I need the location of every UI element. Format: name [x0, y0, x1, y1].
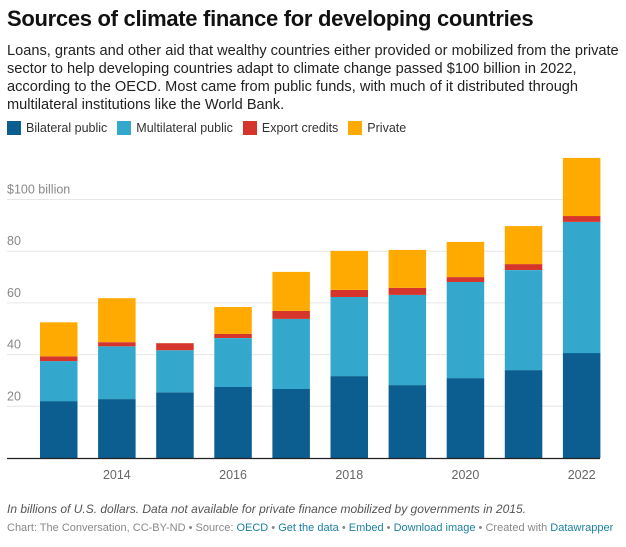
bar-segment-bilateral-public-2022[interactable]: [562, 353, 601, 458]
legend-swatch-private: [348, 121, 363, 135]
y-tick-label: $100 billion: [7, 183, 70, 197]
get-data-link[interactable]: Get the data: [278, 522, 339, 534]
bar-segment-export-credits-2021[interactable]: [504, 264, 543, 270]
bar-segment-bilateral-public-2015[interactable]: [156, 392, 194, 458]
bar-segment-private-2017[interactable]: [272, 271, 310, 311]
separator: •: [268, 522, 279, 534]
stacked-bar-chart: 20 40 60 80 $100 billion 2014 2016 2018 2020 202…: [7, 157, 601, 482]
bar-segment-export-credits-2016[interactable]: [214, 333, 252, 338]
bar-segment-bilateral-public-2020[interactable]: [446, 378, 485, 458]
bar-segment-export-credits-2015[interactable]: [156, 343, 194, 351]
legend-item-bilateral: Bilateral public: [7, 121, 107, 135]
legend-item-multilateral: Multilateral public: [117, 121, 233, 135]
bar-segment-multilateral-public-2016[interactable]: [214, 338, 252, 387]
bar-segment-export-credits-2017[interactable]: [272, 310, 310, 319]
y-tick-label: 40: [7, 338, 21, 352]
bar-segment-private-2022[interactable]: [562, 157, 601, 217]
y-tick-label: 20: [7, 389, 21, 403]
chart-description: Loans, grants and other aid that wealthy…: [7, 43, 619, 113]
y-tick-label: 60: [7, 286, 21, 300]
bar-segment-multilateral-public-2015[interactable]: [156, 350, 194, 393]
legend-item-export: Export credits: [242, 121, 339, 135]
bar-segment-multilateral-public-2018[interactable]: [330, 297, 369, 377]
x-tick-label: 2020: [452, 468, 480, 482]
bar-segment-bilateral-public-2018[interactable]: [330, 376, 369, 458]
x-tick-label: 2018: [335, 468, 363, 482]
legend-label: Private: [367, 121, 407, 135]
legend-item-private: Private: [348, 121, 406, 135]
bar-segment-multilateral-public-2020[interactable]: [446, 282, 485, 379]
bar-segment-private-2013[interactable]: [40, 322, 78, 357]
bar-segment-multilateral-public-2017[interactable]: [272, 318, 310, 389]
bar-segment-bilateral-public-2016[interactable]: [214, 386, 252, 458]
separator: •: [383, 522, 394, 534]
bar-segment-export-credits-2018[interactable]: [330, 290, 369, 297]
embed-link[interactable]: Embed: [348, 522, 384, 534]
source-link[interactable]: OECD: [236, 522, 269, 534]
bar-segment-export-credits-2022[interactable]: [562, 216, 601, 222]
x-tick-label: 2022: [568, 468, 596, 482]
bar-segment-multilateral-public-2013[interactable]: [40, 361, 78, 402]
legend: Bilateral public Multilateral public Exp…: [7, 121, 416, 135]
created-with-text: Created with: [485, 522, 548, 534]
legend-swatch-export: [242, 121, 257, 135]
bar-segment-private-2019[interactable]: [388, 249, 427, 288]
bar-segment-multilateral-public-2022[interactable]: [562, 222, 601, 354]
bar-segment-private-2014[interactable]: [98, 298, 136, 343]
bar-segment-bilateral-public-2013[interactable]: [40, 401, 78, 458]
x-tick-label: 2016: [219, 468, 247, 482]
x-axis-labels: 2014 2016 2018 2020 2022: [103, 468, 596, 482]
chart-footer: Chart: The Conversation, CC-BY-ND • Sour…: [7, 522, 613, 534]
legend-label: Bilateral public: [26, 121, 108, 135]
legend-swatch-multilateral: [117, 121, 132, 135]
bars: [40, 157, 601, 458]
bar-segment-export-credits-2014[interactable]: [98, 342, 136, 347]
bar-segment-bilateral-public-2017[interactable]: [272, 389, 310, 458]
bar-segment-private-2016[interactable]: [214, 307, 252, 334]
chart-title: Sources of climate finance for developin…: [7, 6, 534, 31]
bar-segment-bilateral-public-2019[interactable]: [388, 385, 427, 458]
bar-segment-private-2021[interactable]: [504, 226, 543, 265]
bar-segment-multilateral-public-2014[interactable]: [98, 346, 136, 399]
datawrapper-link[interactable]: Datawrapper: [550, 522, 614, 534]
bar-segment-multilateral-public-2021[interactable]: [504, 270, 543, 371]
bar-segment-private-2018[interactable]: [330, 250, 369, 290]
download-image-link[interactable]: Download image: [393, 522, 476, 534]
separator: •: [338, 522, 349, 534]
bar-segment-bilateral-public-2021[interactable]: [504, 370, 543, 458]
legend-label: Export credits: [261, 121, 339, 135]
y-tick-label: 80: [7, 234, 21, 248]
bar-segment-export-credits-2019[interactable]: [388, 287, 427, 295]
legend-swatch-bilateral: [7, 121, 21, 135]
separator: •: [185, 522, 196, 534]
separator: •: [475, 522, 486, 534]
legend-label: Multilateral public: [136, 121, 233, 135]
source-label: Source:: [195, 522, 234, 534]
bar-segment-private-2020[interactable]: [446, 241, 485, 278]
bar-segment-export-credits-2013[interactable]: [40, 356, 78, 362]
bar-segment-bilateral-public-2014[interactable]: [98, 399, 136, 458]
credit-text: Chart: The Conversation, CC-BY-ND: [7, 522, 186, 534]
x-tick-label: 2014: [103, 468, 131, 482]
chart-note: In billions of U.S. dollars. Data not av…: [7, 502, 526, 516]
bar-segment-export-credits-2020[interactable]: [446, 277, 485, 282]
bar-segment-multilateral-public-2019[interactable]: [388, 294, 427, 386]
